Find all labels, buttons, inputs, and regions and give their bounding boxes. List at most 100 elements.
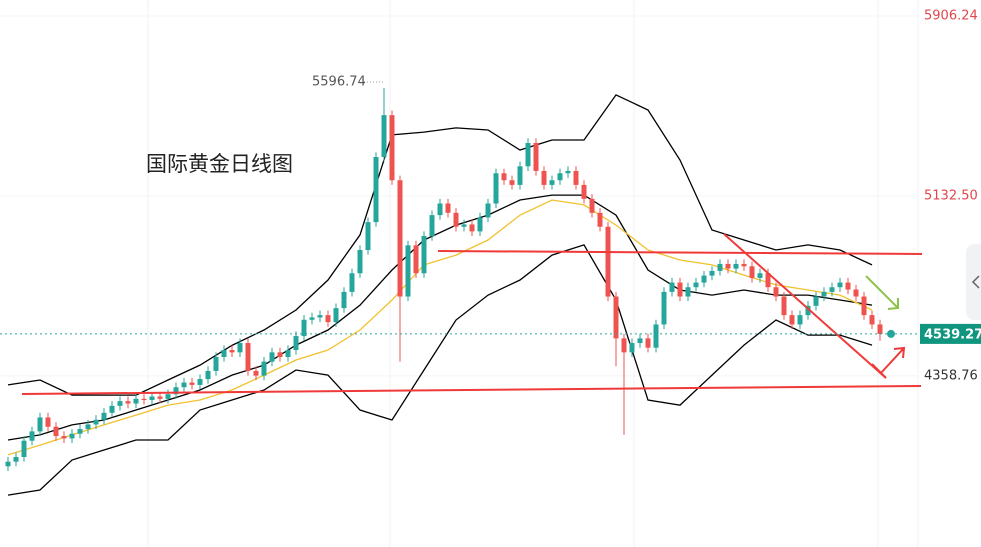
- candle-body: [69, 433, 75, 439]
- candle-body: [181, 382, 187, 388]
- candle-body: [341, 291, 347, 309]
- candle-body: [405, 245, 411, 297]
- candle-body: [293, 336, 299, 351]
- resistance-line: [437, 250, 923, 255]
- candle-body: [853, 289, 859, 297]
- candle-body: [133, 398, 139, 404]
- indicator-line: [7, 199, 873, 456]
- candle-body: [5, 461, 11, 467]
- y-tick-label: 5132.50: [924, 188, 978, 203]
- down-arrow: [865, 275, 899, 310]
- candle-body: [589, 198, 595, 213]
- candle-body: [749, 266, 755, 278]
- candle-body: [461, 224, 467, 227]
- candle-body: [429, 215, 435, 237]
- y-tick-label: 5906.24: [924, 8, 978, 23]
- candle-body: [781, 296, 787, 316]
- candle-body: [493, 173, 499, 204]
- candle-body: [861, 296, 867, 316]
- candle-body: [165, 394, 171, 399]
- indicator-line: [7, 94, 873, 396]
- annotations: [21, 233, 923, 395]
- candle-body: [85, 424, 91, 430]
- candle-body: [389, 115, 395, 181]
- trend-mark: [871, 363, 887, 379]
- candle-body: [253, 370, 259, 376]
- candle-body: [221, 350, 227, 357]
- candle-body: [157, 396, 163, 399]
- candle-body: [229, 350, 235, 353]
- candle-body: [53, 426, 59, 437]
- candle-body: [301, 319, 307, 337]
- candle-body: [261, 361, 267, 376]
- candle-body: [365, 222, 371, 251]
- chart-title: 国际黄金日线图: [146, 152, 293, 176]
- indicator-line: [7, 244, 873, 496]
- candle-body: [421, 236, 427, 274]
- candle-body: [565, 170, 571, 174]
- candle-body: [613, 296, 619, 339]
- candle-body: [805, 305, 811, 316]
- candle-body: [813, 296, 819, 306]
- candle-body: [381, 115, 387, 157]
- candle-body: [277, 352, 283, 357]
- candle-body: [309, 317, 315, 320]
- candle-body: [661, 291, 667, 325]
- candle-body: [789, 315, 795, 325]
- candle-body: [717, 263, 723, 271]
- candle-body: [757, 273, 763, 278]
- candle-body: [125, 401, 131, 404]
- candle-body: [117, 401, 123, 406]
- candle-body: [285, 350, 291, 357]
- candle-body: [741, 263, 747, 267]
- candle-body: [109, 405, 115, 413]
- candle-body: [61, 436, 67, 439]
- candle-body: [821, 291, 827, 297]
- trend-line: [723, 233, 887, 379]
- candle-body: [13, 456, 19, 462]
- candle-body: [45, 417, 51, 427]
- candle-body: [101, 412, 107, 420]
- handle-icon[interactable]: [971, 275, 980, 289]
- candle-body: [581, 184, 587, 199]
- candle-body: [797, 315, 803, 325]
- candle-body: [685, 287, 691, 297]
- side-handle[interactable]: [966, 244, 981, 320]
- candle-body: [205, 370, 211, 380]
- candle-body: [637, 338, 643, 344]
- candle-body: [541, 170, 547, 185]
- candle-body: [773, 287, 779, 297]
- candle-body: [237, 343, 243, 353]
- candle-body: [725, 263, 731, 269]
- candle-body: [197, 379, 203, 385]
- candle-body: [765, 273, 771, 288]
- candle-body: [373, 156, 379, 223]
- max-label: 5596.74: [312, 74, 366, 89]
- candle-body: [653, 324, 659, 348]
- candle-body: [677, 282, 683, 297]
- candle-body: [509, 180, 515, 185]
- support-line: [21, 385, 922, 395]
- candle-body: [269, 352, 275, 362]
- candle-body: [829, 287, 835, 292]
- candle-body: [597, 212, 603, 227]
- candle-body: [517, 166, 523, 185]
- candle-body: [453, 212, 459, 227]
- candle-body: [437, 203, 443, 216]
- candle-body: [29, 431, 35, 441]
- candle-body: [37, 417, 43, 432]
- candle-body: [701, 275, 707, 283]
- indicator-line: [7, 194, 873, 441]
- candle-body: [213, 356, 219, 371]
- candle-body: [845, 282, 851, 290]
- last-price-box: [920, 323, 981, 344]
- candle-body: [709, 270, 715, 276]
- candle-body: [77, 429, 83, 434]
- candle-body: [669, 282, 675, 292]
- candle-body: [469, 224, 475, 232]
- candle-body: [557, 173, 563, 181]
- candle-body: [189, 382, 195, 385]
- candle-body: [877, 324, 883, 334]
- candle-body: [397, 180, 403, 297]
